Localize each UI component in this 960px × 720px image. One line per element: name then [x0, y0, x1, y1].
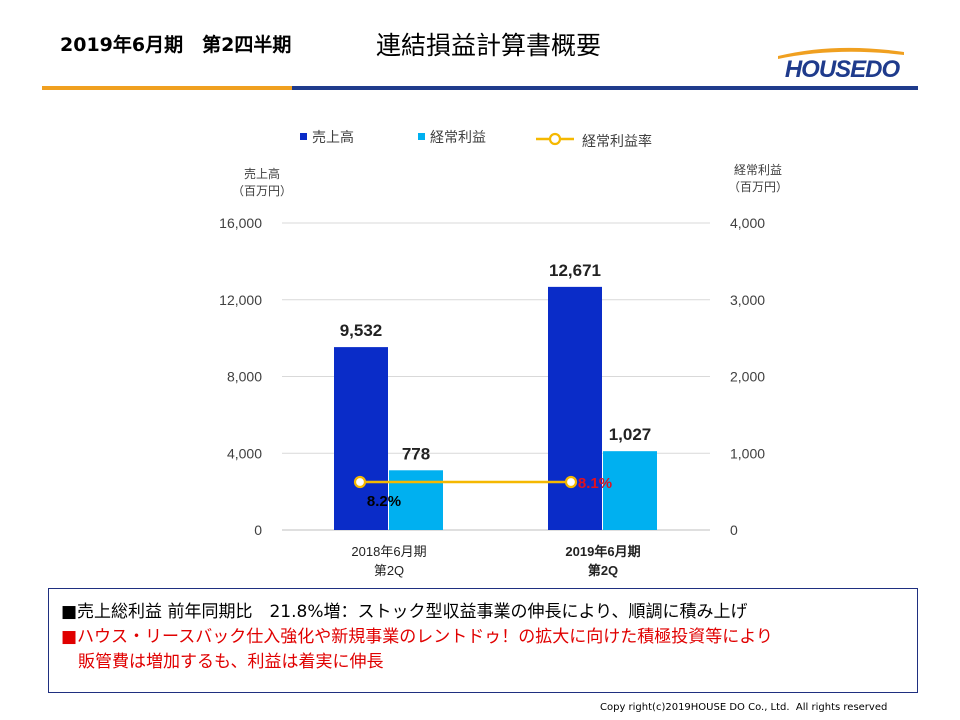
- right-axis-title: 経常利益: [734, 163, 782, 177]
- bar-sales: [548, 286, 602, 530]
- left-tick-label: 8,000: [227, 369, 262, 385]
- legend-label-profit: 経常利益: [430, 129, 486, 145]
- legend-label-ratio: 経常利益率: [582, 133, 652, 149]
- header-rule-navy: [292, 86, 918, 90]
- category-label: 2018年6月期: [351, 544, 426, 559]
- category-label: 第2Q: [374, 563, 404, 578]
- svg-text:HOUSEDO: HOUSEDO: [785, 56, 901, 80]
- bar-value-label: 9,532: [340, 321, 383, 340]
- header-rule-orange: [42, 86, 292, 90]
- legend-swatch-sales: [300, 133, 307, 140]
- bar-ordinary-profit: [603, 451, 657, 530]
- category-label: 2019年6月期: [565, 544, 640, 559]
- legend-marker-ratio: [548, 132, 562, 146]
- chart-labels: 0 4,000 8,000 12,000 16,000 0 1,000 2,000 3,000 4…: [219, 163, 788, 578]
- bar-sales: [334, 347, 388, 530]
- ratio-label: 8.1%: [578, 475, 612, 492]
- right-tick-label: 4,000: [730, 215, 765, 231]
- right-tick-label: 0: [730, 522, 738, 538]
- legend-label-sales: 売上高: [312, 129, 354, 145]
- ratio-line: [353, 475, 578, 489]
- left-axis-title: 売上高: [244, 166, 280, 181]
- bar-value-label: 778: [402, 444, 430, 463]
- left-tick-label: 0: [254, 522, 262, 538]
- ratio-point: [564, 475, 578, 489]
- note-line-1: ■売上総利益 前年同期比 21.8%増：ストック型収益事業の伸長により、順調に積…: [61, 602, 748, 622]
- ratio-label: 8.2%: [367, 493, 401, 510]
- category-label: 第2Q: [588, 563, 618, 578]
- ratio-point: [353, 475, 367, 489]
- left-tick-label: 4,000: [227, 445, 262, 461]
- right-tick-label: 3,000: [730, 292, 765, 308]
- right-tick-label: 2,000: [730, 369, 765, 385]
- left-tick-label: 12,000: [219, 292, 262, 308]
- right-axis-title: （百万円）: [728, 180, 788, 194]
- note-line-2: ■ハウス・リースバック仕入強化や新規事業のレントドゥ！の拡大に向けた積極投資等に…: [61, 627, 773, 647]
- notes-box: ■売上総利益 前年同期比 21.8%増：ストック型収益事業の伸長により、順調に積…: [48, 588, 918, 693]
- copyright: Copy right(c)2019HOUSE DO Co., Ltd. All …: [600, 702, 888, 713]
- note-line-3: 販管費は増加するも、利益は着実に伸長: [61, 652, 384, 672]
- chart: 0 4,000 8,000 12,000 16,000 0 1,000 2,000 3,000 4…: [219, 129, 788, 578]
- bar-value-label: 12,671: [549, 261, 601, 280]
- left-axis-title: （百万円）: [232, 184, 292, 198]
- legend: 売上高 経常利益 経常利益率: [300, 129, 652, 149]
- housedo-logo: HOUSEDO: [778, 47, 904, 80]
- period-title: 2019年6月期 第2四半期: [60, 34, 292, 56]
- bar-value-label: 1,027: [609, 425, 652, 444]
- left-tick-label: 16,000: [219, 215, 262, 231]
- legend-swatch-profit: [418, 133, 425, 140]
- page-title: 連結損益計算書概要: [376, 31, 602, 60]
- right-tick-label: 1,000: [730, 445, 765, 461]
- bar-ordinary-profit: [389, 470, 443, 530]
- bars: [334, 286, 657, 530]
